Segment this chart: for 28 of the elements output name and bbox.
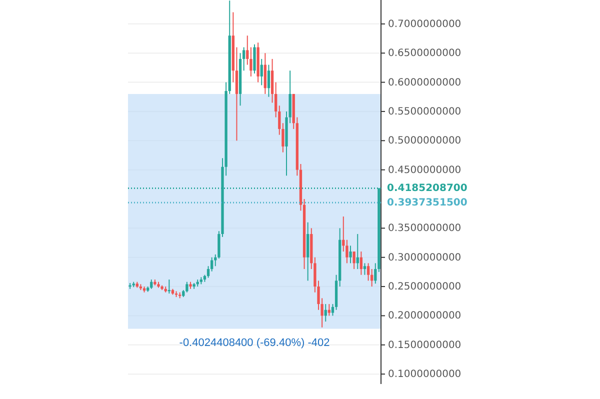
candlestick — [363, 262, 366, 276]
y-tick-label: 0.2000000000 — [388, 310, 462, 322]
y-tick-label: 0.7000000000 — [388, 18, 462, 30]
candlestick — [360, 251, 363, 276]
candlestick — [306, 222, 310, 282]
band-label: -0.4024408400 (-69.40%) -402 — [179, 336, 330, 349]
candlestick — [264, 52, 266, 94]
candlestick — [253, 44, 256, 74]
candlestick — [267, 64, 270, 98]
y-tick-label: 0.2500000000 — [388, 282, 462, 293]
y-tick-label: 0.5500000000 — [388, 106, 462, 118]
candlestick — [349, 245, 352, 264]
candlestick — [260, 58, 263, 86]
y-tick-label: 0.3000000000 — [388, 252, 462, 264]
candlestick — [352, 251, 356, 270]
candlestick — [331, 304, 334, 316]
candlestick — [366, 262, 370, 282]
y-tick-label: 0.6500000000 — [388, 48, 462, 60]
y-tick-label: 0.5000000000 — [388, 136, 462, 147]
y-tick-label: 0.3500000000 — [388, 223, 462, 234]
y-tick-label: 0.6000000000 — [388, 77, 462, 88]
y-tick-label: 0.1500000000 — [388, 340, 462, 351]
candlestick — [328, 304, 331, 316]
ref-line-label: 0.4185208700 — [387, 183, 468, 194]
y-tick-label: 0.4500000000 — [388, 164, 462, 176]
candlestick — [186, 281, 188, 293]
ref-line-label: 0.3937351500 — [387, 198, 468, 209]
y-tick-label: 0.1000000000 — [388, 369, 462, 380]
